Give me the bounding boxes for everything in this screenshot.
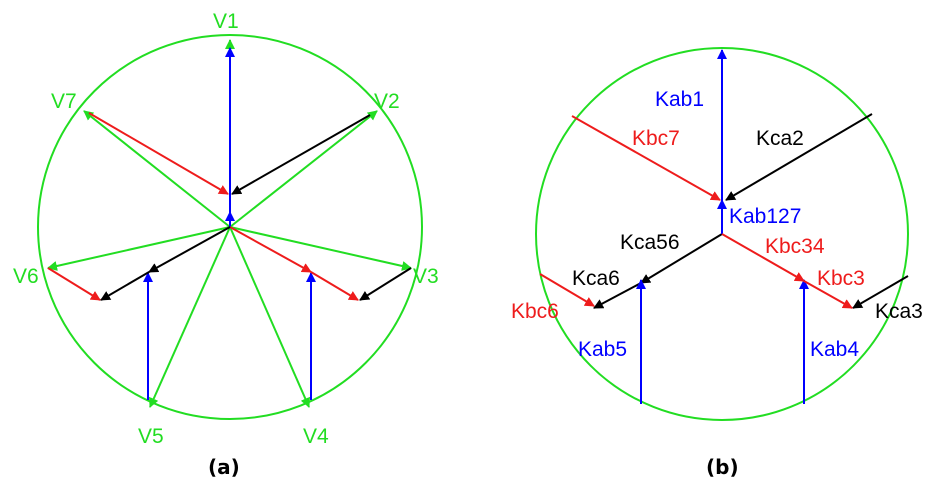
vector-v5	[149, 226, 231, 408]
black-arrow-v3	[359, 267, 412, 301]
label-v1: V1	[213, 10, 239, 33]
label-kca2: Kca2	[756, 127, 804, 150]
label-v2: V2	[374, 90, 400, 113]
caption-a: (a)	[208, 455, 240, 479]
label-kca56: Kca56	[620, 231, 680, 254]
red-arrow-v7	[88, 112, 229, 195]
label-kbc7: Kbc7	[632, 127, 680, 150]
arrow-kbc6	[539, 273, 595, 307]
label-kbc34: Kbc34	[765, 235, 825, 258]
split-left	[640, 233, 723, 284]
split-right-black	[852, 275, 909, 309]
label-v6: V6	[13, 265, 39, 288]
label-kab5: Kab5	[578, 338, 627, 361]
arrow-kbc3	[803, 280, 853, 309]
label-v4: V4	[303, 425, 329, 448]
label-kca3: Kca3	[875, 300, 923, 323]
arrow-kbc34	[721, 233, 805, 282]
vector-v7	[83, 110, 231, 228]
panel-a-circle	[37, 34, 423, 420]
panel-a: V1 V2 V3 V4 V5 V6 V7 (a)	[13, 10, 439, 479]
red-arrow-v6	[47, 267, 101, 301]
label-kbc3: Kbc3	[817, 267, 865, 290]
red-arrow-right	[310, 271, 359, 301]
label-v3: V3	[413, 265, 439, 288]
vector-v2	[229, 110, 378, 228]
label-kab127: Kab127	[729, 205, 801, 228]
panel-b-circle	[535, 47, 909, 421]
label-kca6: Kca6	[572, 267, 620, 290]
panel-b: Kab1 Kbc7 Kca2 Kab127 Kca56 Kbc34 Kca6 K…	[511, 47, 923, 479]
vector-v4	[229, 226, 310, 408]
label-v7: V7	[51, 90, 77, 113]
black-arrow-v2	[231, 114, 371, 195]
caption-b: (b)	[706, 455, 739, 479]
label-kab4: Kab4	[810, 338, 859, 361]
split-left-continue	[593, 282, 642, 309]
red-arrow-center-right	[229, 226, 312, 273]
arrow-kbc7	[571, 115, 721, 201]
arrow-kca2	[725, 113, 873, 201]
label-kab1: Kab1	[655, 88, 704, 111]
label-v5: V5	[138, 425, 164, 448]
black-arrow-center-left	[148, 226, 231, 273]
label-kbc6: Kbc6	[511, 300, 559, 323]
black-arrow-left	[100, 271, 150, 301]
vector-v6	[47, 226, 231, 271]
vector-v3	[229, 226, 412, 271]
